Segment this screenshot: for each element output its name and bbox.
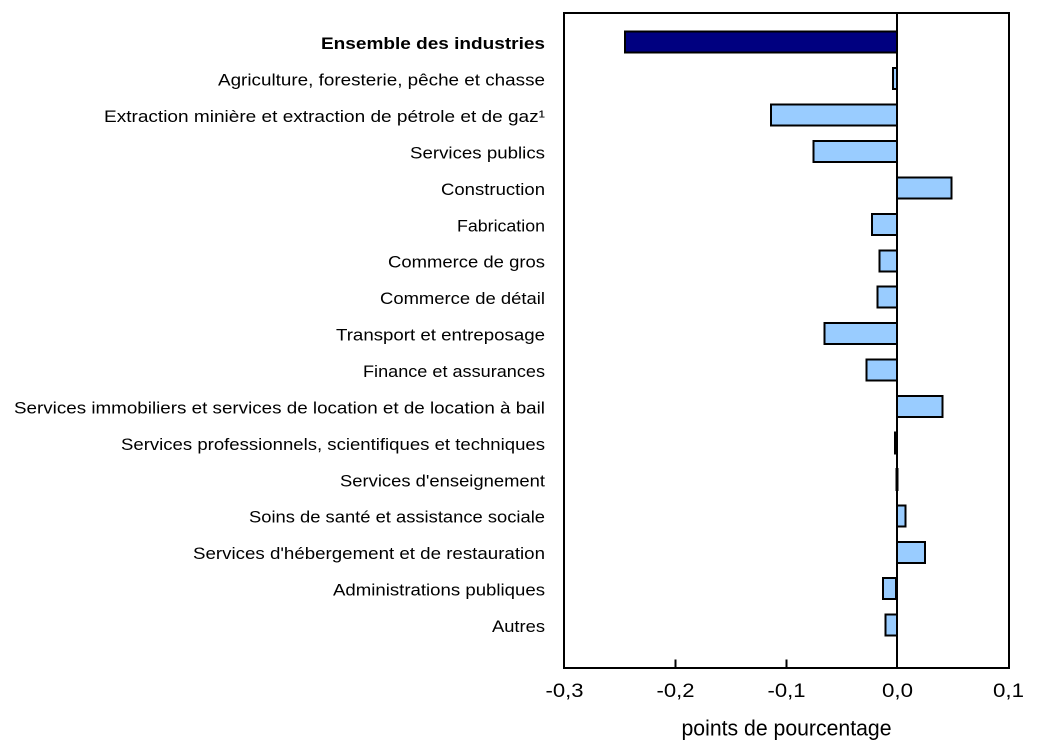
svg-text:Commerce de détail: Commerce de détail <box>380 289 545 308</box>
svg-text:Agriculture, foresterie, pêche: Agriculture, foresterie, pêche et chasse <box>218 71 545 90</box>
svg-text:Services d'enseignement: Services d'enseignement <box>340 471 545 490</box>
svg-text:Commerce de gros: Commerce de gros <box>388 253 545 272</box>
svg-text:Extraction minière et extracti: Extraction minière et extraction de pétr… <box>104 107 545 126</box>
svg-text:Ensemble des industries: Ensemble des industries <box>321 34 545 53</box>
svg-text:-0,1: -0,1 <box>768 680 806 702</box>
svg-text:Construction: Construction <box>441 180 545 199</box>
svg-text:Soins de santé et assistance s: Soins de santé et assistance sociale <box>249 508 545 527</box>
svg-text:0,0: 0,0 <box>882 680 913 702</box>
svg-text:Services publics: Services publics <box>410 143 545 162</box>
svg-text:0,1: 0,1 <box>993 680 1024 702</box>
svg-text:-0,2: -0,2 <box>657 680 695 702</box>
svg-text:Transport et entreposage: Transport et entreposage <box>336 326 545 345</box>
svg-text:Fabrication: Fabrication <box>457 216 545 235</box>
svg-text:Administrations publiques: Administrations publiques <box>333 581 545 600</box>
svg-text:Finance et assurances: Finance et assurances <box>363 362 545 381</box>
svg-text:Services d'hébergement et de r: Services d'hébergement et de restauratio… <box>193 544 545 563</box>
svg-text:Services immobiliers et servic: Services immobiliers et services de loca… <box>14 398 545 417</box>
svg-text:points de pourcentage: points de pourcentage <box>682 715 892 740</box>
svg-text:-0,3: -0,3 <box>546 680 584 702</box>
svg-text:Autres: Autres <box>492 617 545 636</box>
svg-text:Services professionnels, scien: Services professionnels, scientifiques e… <box>121 435 545 454</box>
